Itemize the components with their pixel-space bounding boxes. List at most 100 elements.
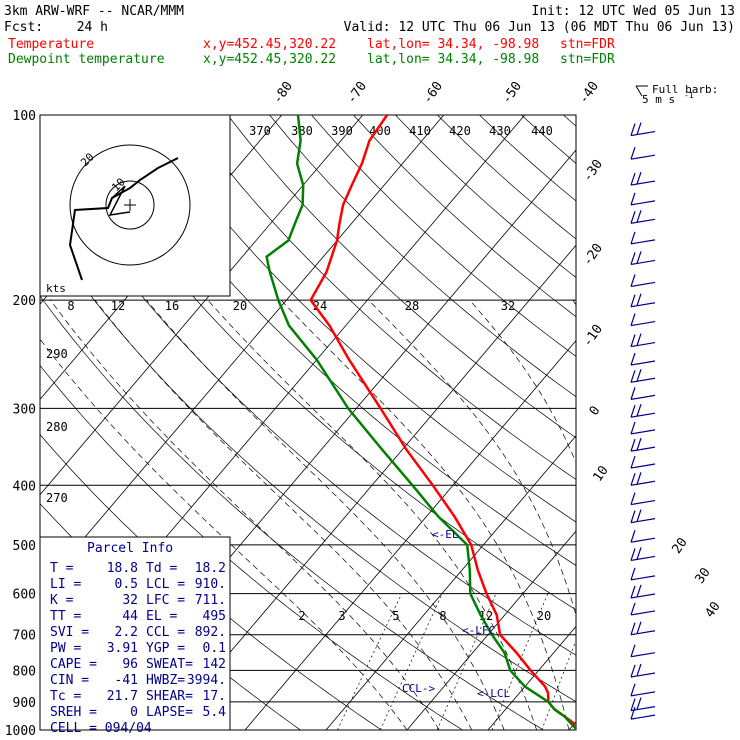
isotherm-line (568, 721, 576, 730)
parcel-label: YGP = (146, 641, 185, 656)
wind-barb-flag (636, 437, 642, 451)
dry-adiabat-line (311, 115, 576, 357)
wind-barb-flag (636, 251, 642, 264)
wind-barb-staff (630, 672, 656, 678)
isotherm-label: -40 (576, 79, 602, 107)
parcel-value: 32 (122, 593, 138, 608)
wind-barb-flag (630, 294, 636, 307)
hodograph-ring-outer (69, 144, 191, 266)
theta-left-label: 280 (46, 420, 68, 434)
wind-barb-staff (630, 429, 656, 435)
parcel-value: 3994. (187, 673, 226, 688)
parcel-value: 18.2 (195, 561, 226, 576)
theta-label: 430 (489, 124, 511, 138)
dry-adiabat-line (40, 364, 463, 730)
mixing-ratio-label: 2 (298, 609, 305, 623)
wind-barb-flag (630, 172, 636, 186)
dry-adiabat-line (143, 115, 576, 523)
wind-barb-flag (630, 274, 636, 287)
wind-barb-staff (630, 630, 656, 636)
mixing-ratio-label: 3 (338, 609, 345, 623)
wind-barb-staff (630, 714, 656, 720)
wind-barb-staff (630, 302, 656, 308)
pressure-label: 600 (13, 588, 36, 603)
parcel-label: EL = (146, 609, 177, 624)
pressure-label: 700 (13, 629, 36, 644)
theta-label: 420 (449, 124, 471, 138)
wind-barb-flag (636, 697, 642, 710)
wind-barb-staff (630, 412, 656, 418)
wind-barb-flag (636, 663, 642, 677)
wind-barb-flag (636, 403, 642, 417)
wind-barb-flag (630, 585, 636, 599)
theta-label: 410 (409, 124, 431, 138)
mixing-ratio-label: 20 (537, 609, 551, 623)
wind-barb-staff (630, 499, 656, 506)
parcel-label: SHEAR= (146, 689, 193, 704)
dewpoint-line (265, 115, 576, 730)
parcel-value: 142 (203, 657, 226, 672)
speed-tick-label: 12 (111, 299, 125, 313)
wind-barb-flag (636, 122, 642, 135)
el-marker: <-EL (432, 528, 459, 541)
hodograph: 20 10 kts (39, 114, 231, 297)
wind-barb-staff (630, 446, 656, 452)
wind-barb-flag (636, 547, 642, 560)
theta-left-label: 270 (46, 491, 68, 505)
wind-barb-staff (630, 342, 656, 348)
dry-adiabat-line (40, 225, 576, 703)
speed-tick-label: 28 (405, 299, 419, 313)
wind-barb-staff (630, 575, 656, 581)
isotherm-label: 30 (692, 565, 713, 586)
wind-barb-flag (630, 455, 636, 469)
wind-barb-flag (630, 370, 636, 383)
parcel-label: CIN = (50, 673, 89, 688)
dry-adiabat-line (647, 115, 740, 730)
parcel-label: PW = (50, 641, 81, 656)
wind-barb-flag (630, 231, 636, 245)
wind-barb-flag (636, 472, 642, 485)
parcel-value: 2.2 (115, 625, 138, 640)
parcel-label: LFC = (146, 593, 185, 608)
wind-barb-flag (630, 706, 636, 720)
wind-barb-flag (636, 293, 642, 306)
moist-adiabat-line (572, 299, 576, 306)
isotherm-label: -60 (420, 79, 446, 107)
wind-barb-staff (630, 463, 656, 469)
wind-barb-staff (630, 480, 656, 486)
parcel-label: LAPSE= (146, 705, 193, 720)
wind-barb-flag (630, 492, 636, 505)
wind-barb-flag (630, 644, 636, 657)
isotherm-line (163, 244, 576, 730)
isotherm-line (406, 530, 576, 730)
parcel-value: 711. (195, 593, 226, 608)
parcel-label: K = (50, 593, 74, 608)
wind-barb-flag (630, 602, 636, 616)
parcel-label: Tc = (50, 689, 81, 704)
dry-adiabat-line (353, 115, 576, 318)
wind-barb-flag (636, 584, 642, 598)
temp-legend-name: Temperature (8, 37, 94, 52)
parcel-value: 3.91 (107, 641, 138, 656)
wind-barb-staff (630, 218, 656, 224)
parcel-value: -41 (115, 673, 138, 688)
parcel-value: 21.7 (107, 689, 138, 704)
parcel-value: 910. (195, 577, 226, 592)
theta-label: 370 (249, 124, 271, 138)
pressure-label: 400 (13, 479, 36, 494)
parcel-label: CAPE = (50, 657, 97, 672)
wind-barb-staff (630, 200, 656, 206)
wind-barb-staff (630, 360, 656, 366)
parcel-label: LCL = (146, 577, 185, 592)
parcel-value: 18.8 (107, 561, 138, 576)
mixing-ratio-label: 5 (392, 609, 399, 623)
hodograph-trace-inner (108, 185, 131, 216)
isotherm-line (731, 115, 740, 730)
dew-legend-xy: x,y=452.45,320.22 (203, 52, 336, 67)
parcel-label: SVI = (50, 625, 89, 640)
wind-barb-flag (636, 369, 642, 382)
sounding-lines (265, 115, 576, 730)
wind-barb-flag (630, 622, 636, 635)
dew-legend-stn: stn=FDR (560, 52, 615, 67)
